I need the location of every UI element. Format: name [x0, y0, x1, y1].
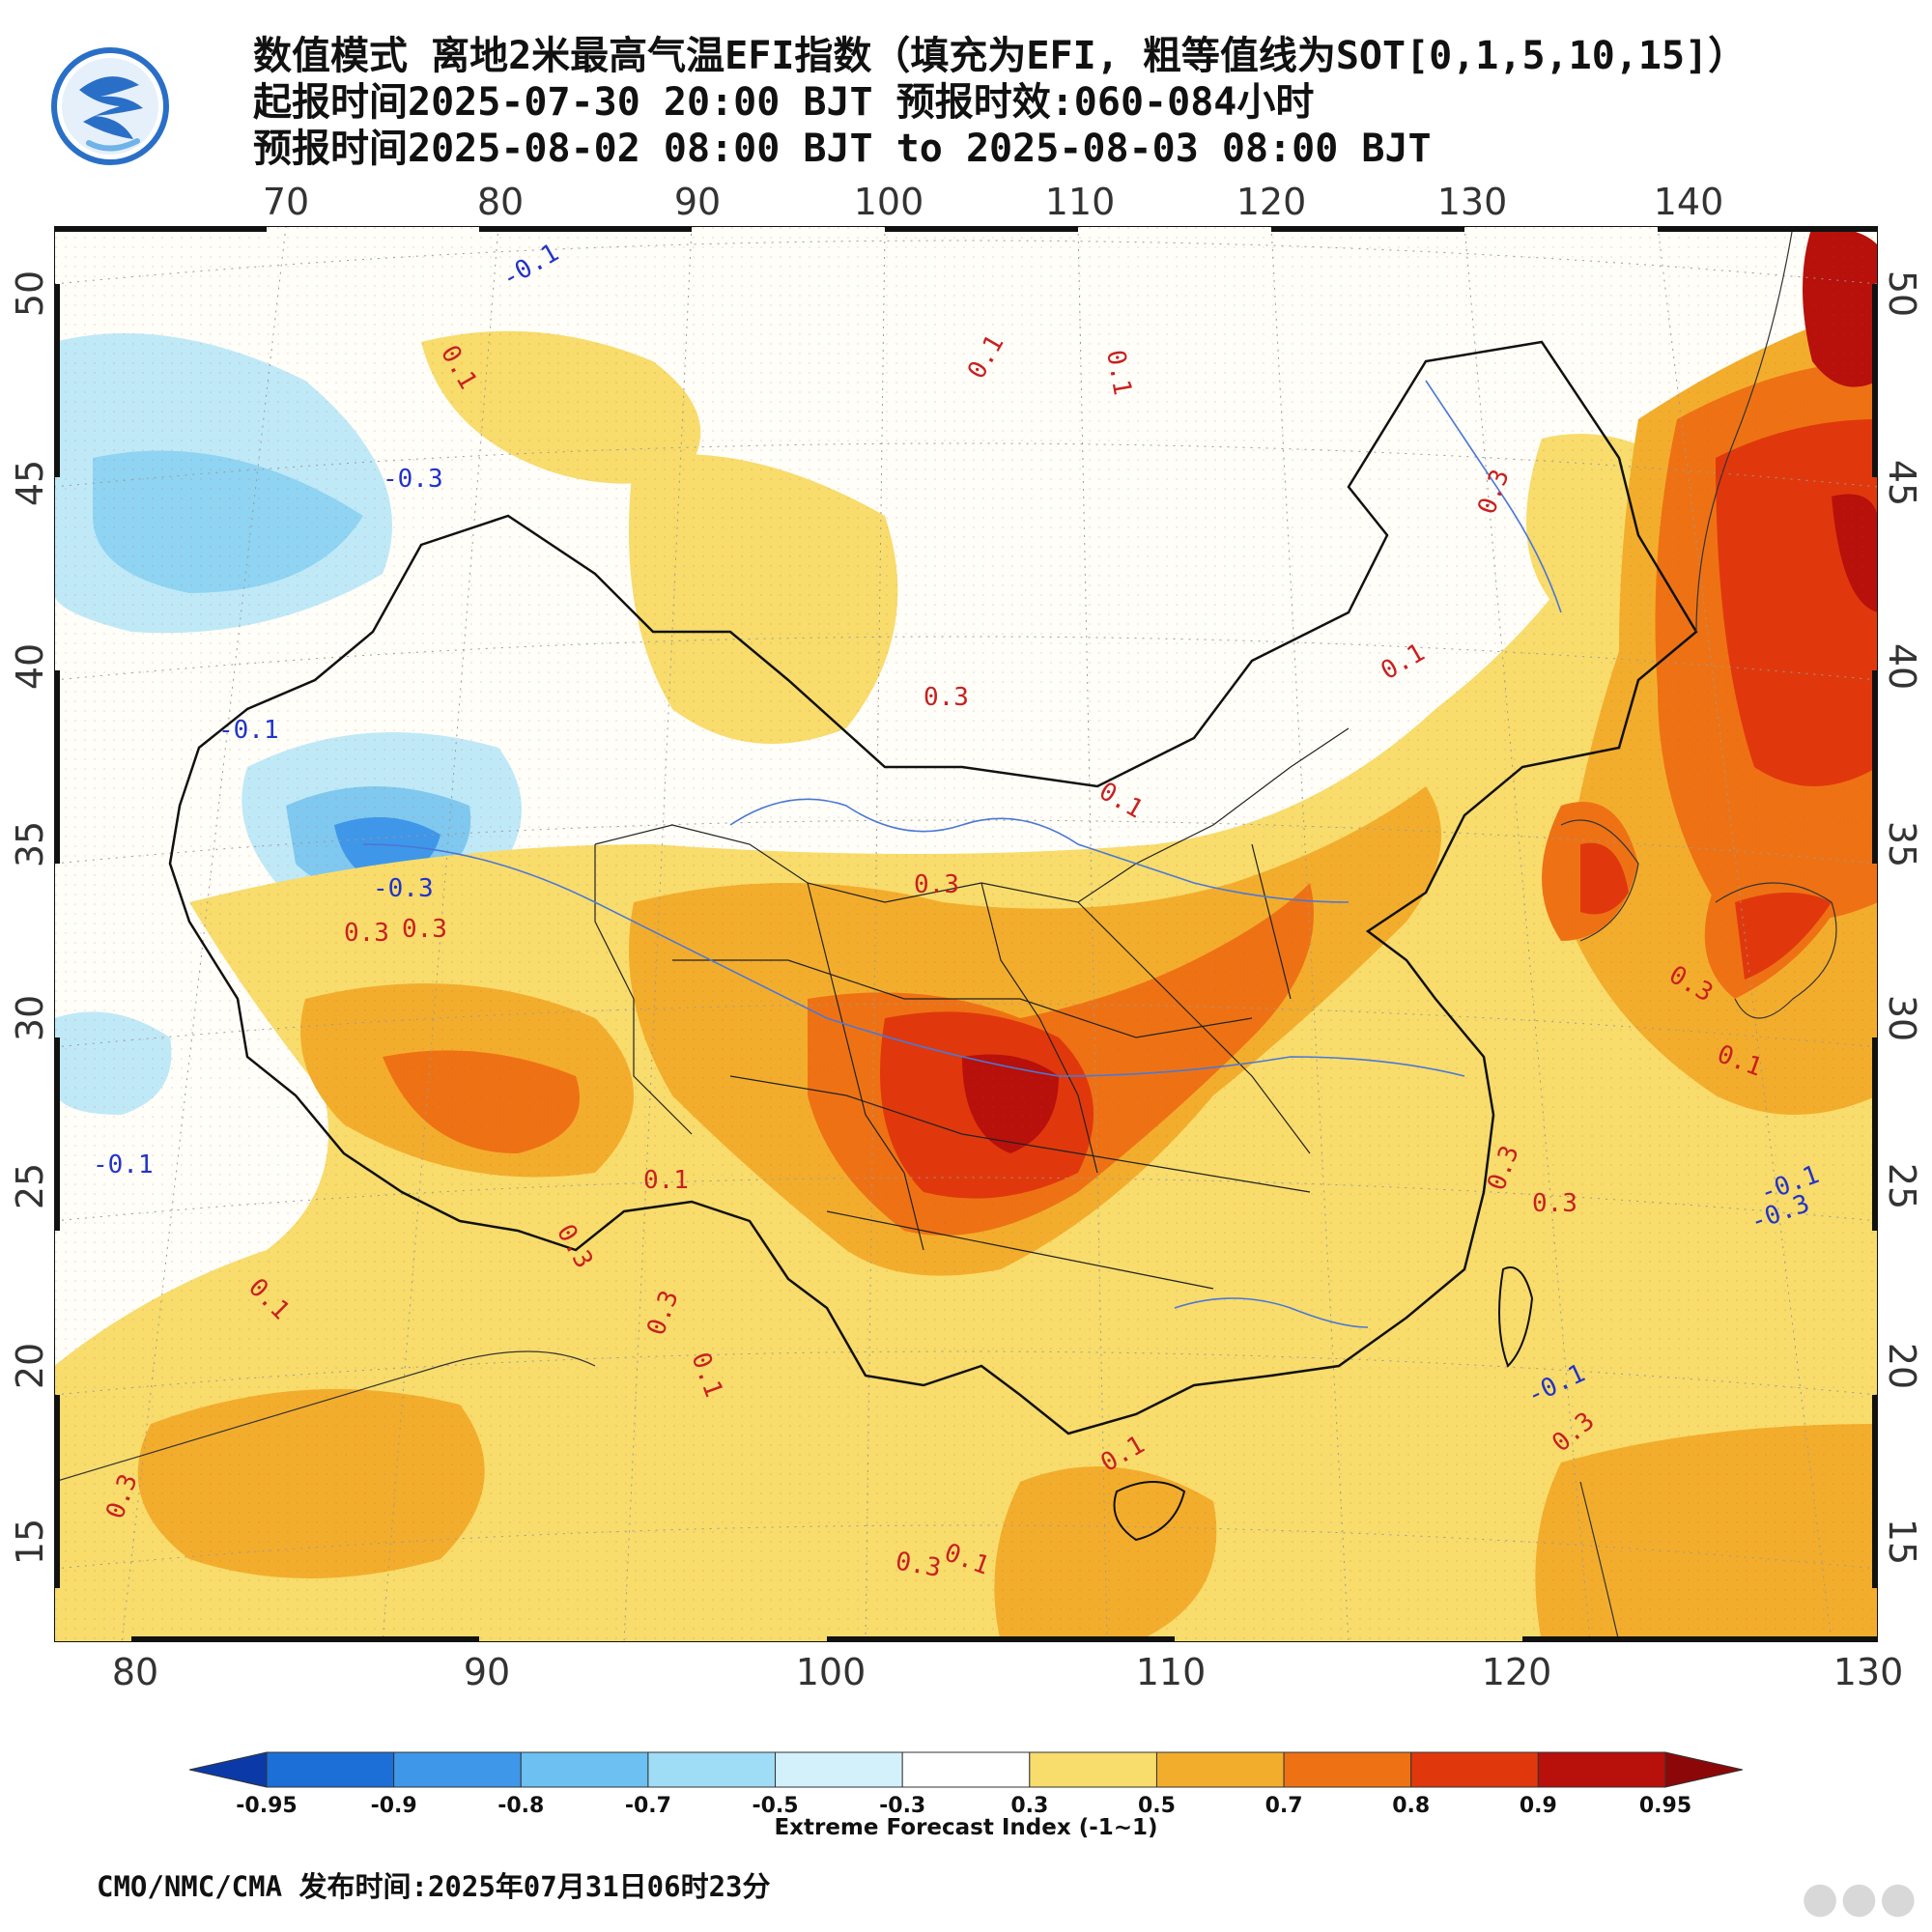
- cma-logo-icon: [51, 47, 169, 165]
- frame-ticks: [54, 226, 1878, 1642]
- red-contour-label: 0.1: [643, 1166, 689, 1195]
- colorbar-tick-label: 0.5: [1138, 1794, 1176, 1818]
- bottom-lon-label: 90: [464, 1651, 510, 1693]
- colorbar-tick-label: -0.7: [625, 1794, 671, 1818]
- colorbar-tick-label: 0.3: [1010, 1794, 1048, 1818]
- colorbar-tick-label: -0.8: [497, 1794, 544, 1818]
- top-lon-label: 80: [477, 181, 524, 223]
- bottom-lon-label: 130: [1833, 1651, 1904, 1693]
- red-contour-label: 0.3: [344, 919, 389, 948]
- red-contour-label: 0.3: [923, 683, 969, 712]
- colorbar-segment: [1155, 1751, 1285, 1788]
- colorbar-segment: [1283, 1751, 1412, 1788]
- title-line-2: 起报时间2025-07-30 20:00 BJT 预报时效:060-084小时: [253, 80, 1315, 125]
- colorbar-segment: [775, 1751, 903, 1788]
- map-canvas: -0.1 -0.3 -0.1 -0.3 -0.1 -0.1 -0.3 -0.1 …: [54, 226, 1878, 1642]
- top-lon-label: 130: [1437, 181, 1508, 223]
- top-lon-label: 90: [674, 181, 721, 223]
- top-lon-label: 100: [854, 181, 924, 223]
- dotted-contours: [54, 226, 1878, 1642]
- colorbar-extend-high: [1664, 1751, 1743, 1788]
- bottom-lon-label: 120: [1482, 1651, 1552, 1693]
- rivers: [362, 380, 1562, 1328]
- colorbar-title: Extreme Forecast Index (-1~1): [774, 1815, 1157, 1840]
- top-lon-label: 140: [1654, 181, 1724, 223]
- title-line-3: 预报时间2025-08-02 08:00 BJT to 2025-08-03 0…: [253, 127, 1432, 171]
- blue-contour-label: -0.3: [383, 465, 443, 494]
- left-lat-label: 40: [9, 643, 51, 690]
- colorbar-tick-label: 0.9: [1520, 1794, 1557, 1818]
- colorbar-segment: [266, 1751, 395, 1788]
- right-lat-label: 45: [1881, 460, 1923, 506]
- colorbar-tick-label: 0.95: [1639, 1794, 1691, 1818]
- colorbar-segment: [901, 1751, 1031, 1788]
- left-lat-label: 50: [9, 270, 51, 317]
- bottom-lon-label: 80: [112, 1651, 158, 1693]
- efi-map: -0.1 -0.3 -0.1 -0.3 -0.1 -0.1 -0.3 -0.1 …: [54, 226, 1878, 1642]
- colorbar-tick-label: -0.3: [879, 1794, 925, 1818]
- coastlines: [54, 226, 1837, 1642]
- colorbar-segments: [189, 1751, 1743, 1788]
- colorbar-tick-label: 0.7: [1265, 1794, 1303, 1818]
- blue-contour-label: -0.1: [93, 1151, 154, 1179]
- red-contour-label: 0.3: [1532, 1189, 1577, 1218]
- colorbar-segment: [393, 1751, 522, 1788]
- watermark-icon: ●●●: [1801, 1873, 1918, 1922]
- red-contour-label: 0.3: [914, 870, 959, 899]
- right-lat-label: 35: [1881, 821, 1923, 867]
- colorbar-tick-label: 0.8: [1392, 1794, 1430, 1818]
- title-line-1: 数值模式 离地2米最高气温EFI指数（填充为EFI, 粗等值线为SOT[0,1,…: [253, 34, 1747, 78]
- province-boundaries: [594, 727, 1350, 1290]
- efi-colorbar: -0.95 -0.9 -0.8 -0.7 -0.5 -0.3 0.3 0.5 0.7 0.8 0.9…: [189, 1751, 1743, 1840]
- left-lat-label: 45: [9, 460, 51, 506]
- top-lon-label: 120: [1236, 181, 1307, 223]
- top-lon-label: 110: [1045, 181, 1116, 223]
- top-lon-label: 70: [263, 181, 309, 223]
- bottom-lon-label: 110: [1136, 1651, 1207, 1693]
- colorbar-ticks: -0.95 -0.9 -0.8 -0.7 -0.5 -0.3 0.3 0.5 0.7 0.8 0.9…: [236, 1794, 1691, 1818]
- title-block: 数值模式 离地2米最高气温EFI指数（填充为EFI, 粗等值线为SOT[0,1,…: [253, 33, 1915, 172]
- colorbar-tick-label: -0.5: [752, 1794, 798, 1818]
- left-lat-label: 25: [9, 1163, 51, 1209]
- colorbar-tick-label: -0.9: [371, 1794, 417, 1818]
- hainan-outline: [1113, 1481, 1186, 1542]
- right-lat-label: 15: [1881, 1519, 1923, 1565]
- footer-text: CMO/NMC/CMA 发布时间:2025年07月31日06时23分: [97, 1870, 771, 1903]
- blue-contour-label: -0.1: [218, 716, 279, 745]
- colorbar-segment: [647, 1751, 777, 1788]
- right-lat-label: 50: [1881, 270, 1923, 317]
- graticule: [54, 226, 1878, 1642]
- left-lat-label: 15: [9, 1519, 51, 1565]
- taiwan-outline: [1498, 1266, 1534, 1368]
- colorbar-tick-label: -0.95: [236, 1794, 297, 1818]
- left-lat-label: 20: [9, 1343, 51, 1389]
- right-lat-label: 30: [1881, 995, 1923, 1041]
- left-lat-label: 35: [9, 821, 51, 867]
- left-lat-label: 30: [9, 995, 51, 1041]
- colorbar-segment: [1410, 1751, 1539, 1788]
- right-lat-label: 25: [1881, 1163, 1923, 1209]
- bottom-lon-label: 100: [796, 1651, 867, 1693]
- right-lat-label: 20: [1881, 1343, 1923, 1389]
- colorbar-segment: [520, 1751, 649, 1788]
- red-contour-label: 0.3: [402, 915, 447, 944]
- right-lat-label: 40: [1881, 643, 1923, 690]
- blue-contour-label: -0.3: [373, 874, 434, 903]
- colorbar-segment: [1537, 1751, 1666, 1788]
- china-boundary: [168, 340, 1698, 1435]
- colorbar-segment: [1029, 1751, 1157, 1788]
- colorbar-extend-low: [189, 1751, 268, 1788]
